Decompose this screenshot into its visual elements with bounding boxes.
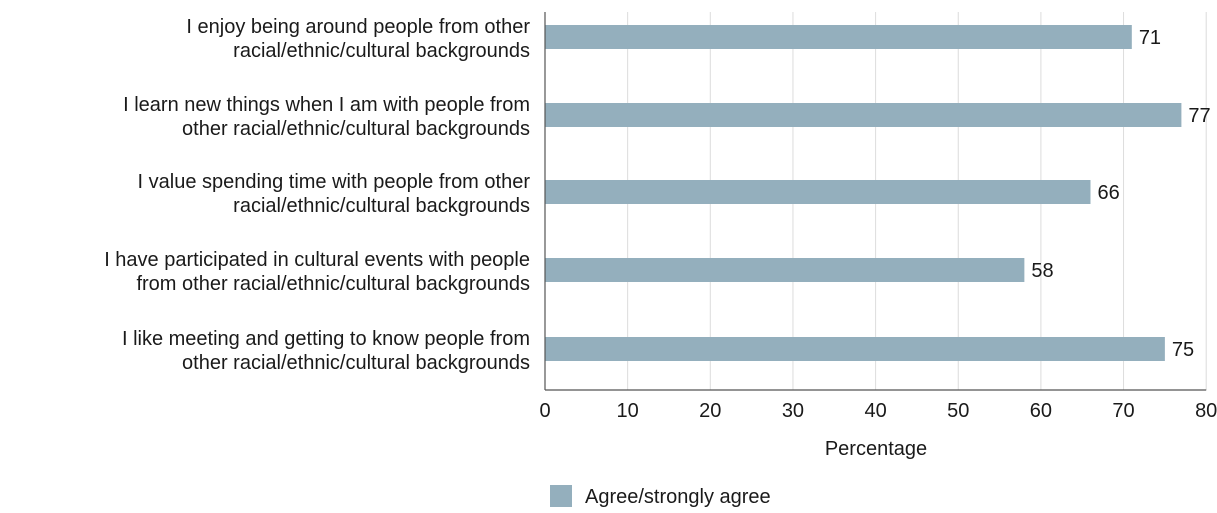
x-tick-label-0: 0	[539, 400, 550, 422]
category-label-line: I enjoy being around people from other	[186, 16, 530, 38]
data-label-2: 66	[1097, 182, 1119, 204]
x-tick-label-10: 10	[617, 400, 639, 422]
legend-label: Agree/strongly agree	[585, 486, 771, 508]
bar-4	[545, 337, 1165, 361]
category-label-line: I learn new things when I am with people…	[123, 94, 530, 116]
bar-2	[545, 180, 1091, 204]
bar-1	[545, 103, 1182, 127]
legend: Agree/strongly agree	[550, 485, 771, 508]
legend-swatch	[550, 485, 572, 507]
category-label-1: I learn new things when I am with people…	[123, 94, 530, 140]
category-label-line: racial/ethnic/cultural backgrounds	[233, 195, 530, 217]
category-label-line: I have participated in cultural events w…	[104, 249, 530, 271]
x-tick-label-20: 20	[699, 400, 721, 422]
x-axis-title: Percentage	[825, 438, 927, 460]
category-label-0: I enjoy being around people from other ra…	[186, 16, 530, 62]
category-label-line: I like meeting and getting to know peopl…	[122, 328, 530, 350]
category-label-line: other racial/ethnic/cultural backgrounds	[182, 352, 530, 374]
data-label-0: 71	[1139, 27, 1161, 49]
x-tick-label-80: 80	[1195, 400, 1217, 422]
category-label-4: I like meeting and getting to know peopl…	[122, 328, 530, 374]
x-tick-labels: 0 10 20 30 40 50 60 70 80	[539, 400, 1217, 422]
category-label-line: I value spending time with people from o…	[138, 171, 531, 193]
bars	[545, 25, 1182, 361]
bar-0	[545, 25, 1132, 49]
category-label-line: other racial/ethnic/cultural backgrounds	[182, 118, 530, 140]
data-label-1: 77	[1188, 105, 1210, 127]
category-label-line: from other racial/ethnic/cultural backgr…	[136, 273, 530, 295]
axes	[544, 12, 1207, 391]
category-label-3: I have participated in cultural events w…	[104, 249, 530, 295]
x-tick-label-70: 70	[1112, 400, 1134, 422]
x-tick-label-40: 40	[864, 400, 886, 422]
category-label-line: racial/ethnic/cultural backgrounds	[233, 40, 530, 62]
category-label-2: I value spending time with people from o…	[138, 171, 531, 217]
x-tick-label-50: 50	[947, 400, 969, 422]
bar-3	[545, 258, 1025, 282]
data-label-3: 58	[1031, 260, 1053, 282]
x-tick-label-30: 30	[782, 400, 804, 422]
data-label-4: 75	[1172, 339, 1194, 361]
category-labels: I enjoy being around people from other ra…	[104, 16, 530, 374]
data-labels: 71 77 66 58 75	[1031, 27, 1210, 361]
x-tick-label-60: 60	[1030, 400, 1052, 422]
